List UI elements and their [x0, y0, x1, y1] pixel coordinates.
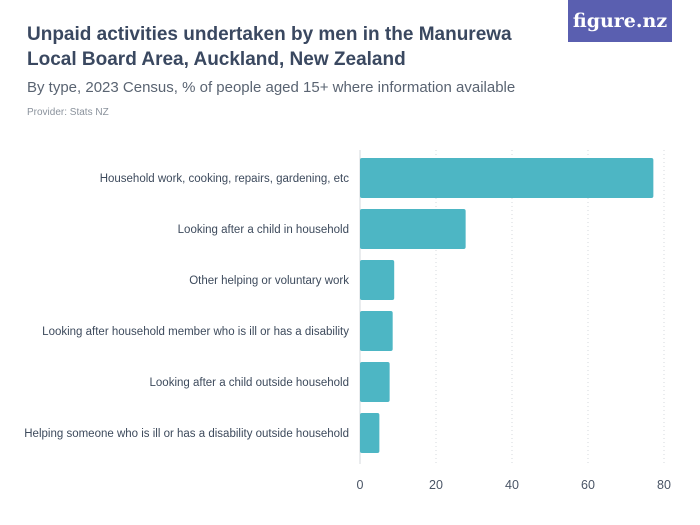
x-tick-label-2: 40: [505, 478, 519, 492]
x-tick-label-1: 20: [429, 478, 443, 492]
category-label-5: Helping someone who is ill or has a disa…: [24, 428, 349, 440]
bar-3[interactable]: [360, 311, 393, 351]
bar-0[interactable]: [360, 158, 654, 198]
bar-4[interactable]: [360, 362, 390, 402]
bar-2[interactable]: [360, 260, 395, 300]
grid-lines: [359, 150, 665, 464]
x-tick-label-4: 80: [657, 478, 671, 492]
bar-5[interactable]: [360, 413, 380, 453]
category-label-1: Looking after a child in household: [178, 224, 349, 236]
category-label-3: Looking after household member who is il…: [42, 326, 349, 338]
x-axis-ticks: 0 20 40 60 80: [357, 478, 671, 492]
x-tick-label-3: 60: [581, 478, 595, 492]
category-label-2: Other helping or voluntary work: [189, 275, 349, 287]
bar-1[interactable]: [360, 209, 466, 249]
logo-text: figure.nz: [572, 10, 668, 32]
category-label-0: Household work, cooking, repairs, garden…: [100, 173, 350, 185]
category-label-4: Looking after a child outside household: [150, 377, 349, 389]
x-tick-label-0: 0: [357, 478, 364, 492]
bars: [360, 158, 654, 453]
chart-subtitle: By type, 2023 Census, % of people aged 1…: [27, 79, 516, 96]
figure-nz-logo[interactable]: figure.nz: [568, 0, 672, 42]
chart-title: Unpaid activities undertaken by men in t…: [27, 24, 512, 70]
data-provider: Provider: Stats NZ: [27, 107, 109, 118]
category-labels: Household work, cooking, repairs, garden…: [24, 173, 349, 440]
